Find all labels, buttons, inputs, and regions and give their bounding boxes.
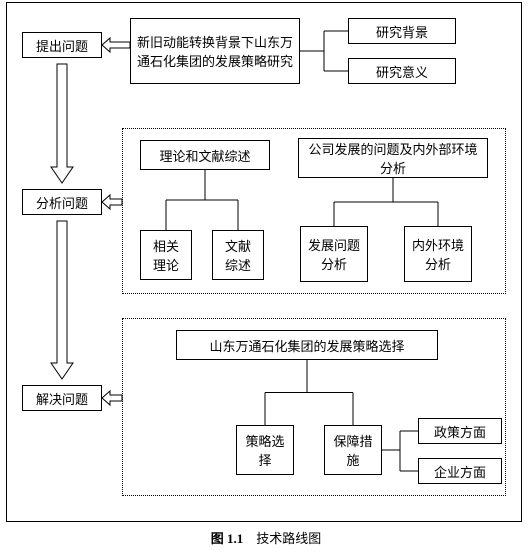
node-dev-questions: 发展问题分析 (300, 226, 368, 282)
label: 保障措施 (331, 431, 375, 469)
figure-caption: 图 1.1 技术路线图 (0, 528, 532, 547)
label: 相关理论 (147, 236, 185, 274)
label: 政策方面 (434, 422, 486, 441)
node-analyze-question: 分析问题 (22, 189, 102, 215)
label: 解决问题 (36, 389, 88, 408)
label: 分析问题 (36, 193, 88, 212)
label: 山东万通石化集团的发展策略选择 (209, 336, 404, 355)
node-env-analysis: 内外环境分析 (404, 226, 472, 282)
label: 发展问题分析 (307, 235, 361, 273)
node-company-analysis: 公司发展的问题及内外部环境分析 (298, 138, 488, 178)
label: 公司发展的问题及内外部环境分析 (305, 139, 481, 177)
node-strategy-select: 策略选择 (236, 425, 294, 475)
figure-canvas: 提出问题 新旧动能转换背景下山东万通石化集团的发展策略研究 研究背景 研究意义 … (0, 0, 532, 554)
node-strategy-choice: 山东万通石化集团的发展策略选择 (176, 330, 438, 360)
label: 研究背景 (376, 22, 428, 41)
label: 新旧动能转换背景下山东万通石化集团的发展策略研究 (137, 32, 293, 70)
label: 企业方面 (434, 462, 486, 481)
label: 策略选择 (243, 431, 287, 469)
label: 文献综述 (219, 236, 257, 274)
node-solve-question: 解决问题 (22, 385, 102, 411)
label: 理论和文献综述 (159, 146, 250, 165)
label: 内外环境分析 (411, 235, 465, 273)
caption-text: 技术路线图 (256, 531, 321, 546)
node-enterprise-aspect: 企业方面 (418, 458, 502, 484)
label: 提出问题 (36, 36, 88, 55)
node-raise-question: 提出问题 (22, 32, 102, 58)
node-research-sig: 研究意义 (348, 58, 456, 84)
node-policy-aspect: 政策方面 (418, 418, 502, 444)
node-research-bg: 研究背景 (348, 18, 456, 44)
node-topic: 新旧动能转换背景下山东万通石化集团的发展策略研究 (130, 18, 300, 84)
node-theory-review: 理论和文献综述 (140, 140, 270, 170)
node-related-theory: 相关理论 (140, 230, 192, 280)
caption-prefix: 图 1.1 (211, 531, 244, 546)
node-safeguard: 保障措施 (324, 425, 382, 475)
node-lit-review: 文献综述 (212, 230, 264, 280)
label: 研究意义 (376, 62, 428, 81)
